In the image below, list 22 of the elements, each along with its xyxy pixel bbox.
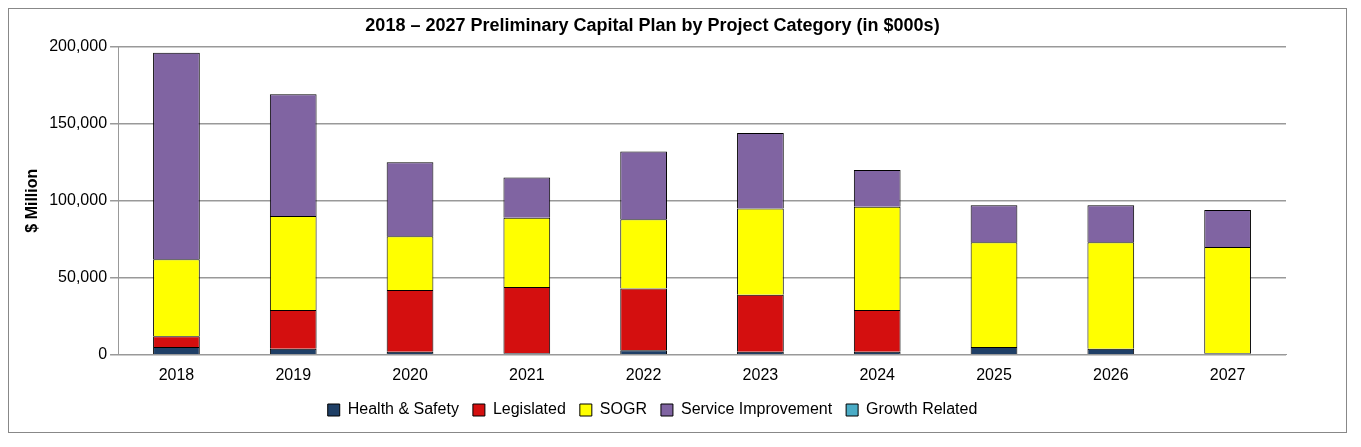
x-tick-label: 2027 [1209,365,1246,383]
x-tick-label: 2026 [1093,365,1129,383]
legend-label: Health & Safety [347,400,459,418]
x-tick-label: 2019 [275,365,312,383]
legend-label: Legislated [492,400,566,418]
x-tick-label: 2020 [392,365,428,383]
x-tick-label: 2018 [158,365,195,383]
x-tick-label: 2023 [742,365,779,383]
chart-title: 2018 – 2027 Preliminary Capital Plan by Project Category (in $000s) [365,14,940,35]
y-tick-label: 200,000 [49,37,108,55]
legend-label: Growth Related [866,400,978,418]
y-axis-title: $ Million [23,168,41,233]
y-tick-label: 100,000 [49,191,108,209]
y-tick-label: 50,000 [58,268,108,286]
y-tick-label: 0 [98,345,108,363]
x-tick-label: 2024 [859,365,896,383]
x-tick-label: 2021 [509,365,545,383]
x-tick-label: 2025 [976,365,1012,383]
legend-label: SOGR [599,400,647,418]
y-tick-label: 150,000 [49,114,108,132]
x-tick-label: 2022 [625,365,662,383]
legend-label: Service Improvement [680,400,833,418]
